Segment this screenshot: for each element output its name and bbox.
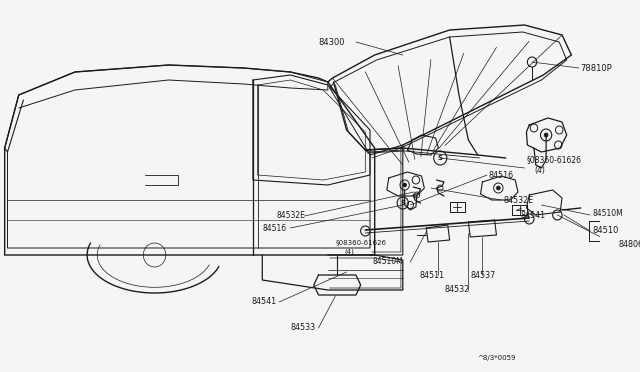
- Text: 78810P: 78810P: [580, 64, 612, 73]
- Text: 84516: 84516: [262, 224, 287, 232]
- Text: 84532E: 84532E: [276, 211, 305, 219]
- Text: §08360-61626: §08360-61626: [527, 155, 581, 164]
- Text: 84806: 84806: [618, 240, 640, 248]
- Text: 84510M: 84510M: [373, 257, 404, 266]
- Text: 84532: 84532: [444, 285, 469, 295]
- Circle shape: [497, 186, 500, 190]
- Circle shape: [403, 183, 406, 187]
- Text: S: S: [438, 155, 443, 161]
- Text: 84510M: 84510M: [592, 208, 623, 218]
- Text: 84541: 84541: [251, 298, 276, 307]
- Text: 84516: 84516: [489, 170, 514, 180]
- Text: 84511: 84511: [420, 270, 445, 279]
- Text: §08360-61626: §08360-61626: [335, 239, 387, 245]
- Text: (4): (4): [345, 249, 355, 255]
- Text: 84541: 84541: [521, 211, 546, 219]
- Text: 84532E: 84532E: [503, 196, 533, 205]
- Text: S: S: [400, 200, 405, 206]
- Text: 84537: 84537: [470, 270, 495, 279]
- Text: 84533: 84533: [291, 324, 316, 333]
- Text: 84510: 84510: [592, 225, 618, 234]
- Text: 84300: 84300: [319, 38, 345, 46]
- Text: ^8/3*0059: ^8/3*0059: [477, 355, 516, 361]
- Circle shape: [544, 133, 548, 137]
- Text: (4): (4): [534, 166, 545, 174]
